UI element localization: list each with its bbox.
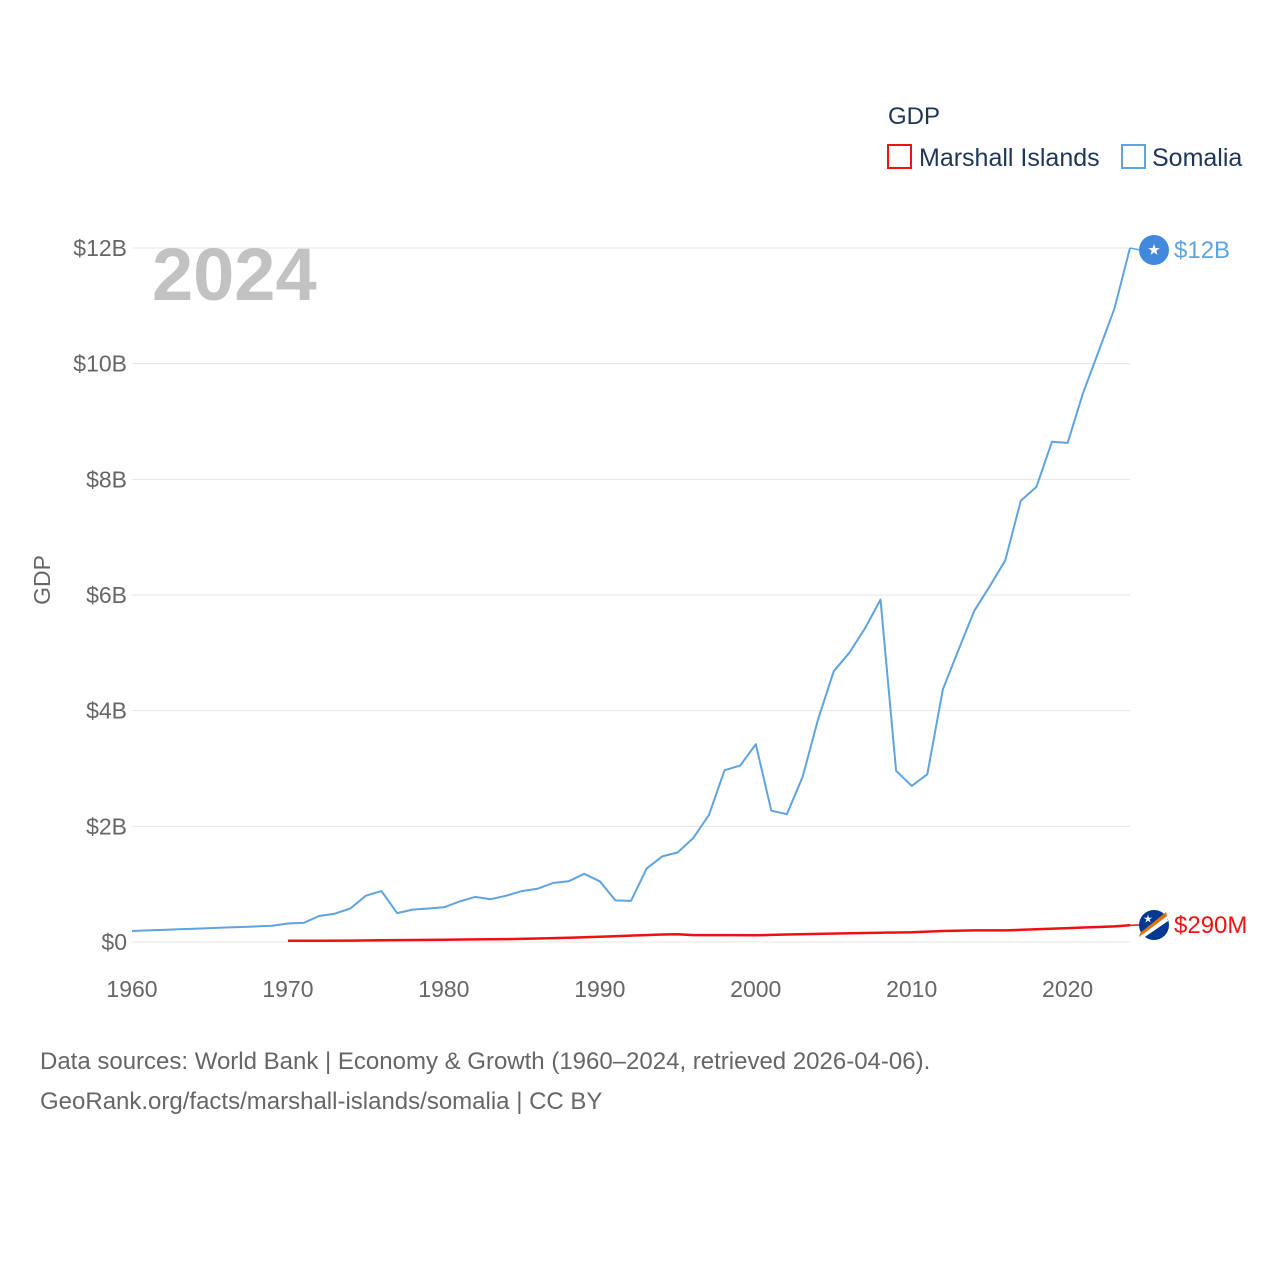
y-tick-label: $8B [86, 466, 127, 492]
x-tick-label: 1970 [262, 976, 313, 1002]
series-line-somalia [131, 247, 1131, 932]
year-label: 2024 [152, 233, 317, 316]
legend-title: GDP [888, 103, 940, 130]
legend-label-somalia: Somalia [1152, 144, 1242, 172]
legend-item-somalia[interactable]: Somalia [1121, 144, 1242, 172]
end-markers: $290M $12B [1129, 235, 1247, 940]
legend-swatch-somalia [1121, 144, 1146, 169]
source-line-2: GeoRank.org/facts/marshall-islands/somal… [40, 1088, 603, 1115]
somalia-flag-icon [1139, 235, 1169, 265]
source-note: Data sources: World Bank | Economy & Gro… [40, 1042, 1240, 1122]
legend: GDP Marshall Islands Somalia [887, 103, 1242, 172]
x-tick-label: 1990 [574, 976, 625, 1002]
legend-label-marshall-islands: Marshall Islands [919, 144, 1100, 172]
x-tick-label: 1960 [106, 976, 157, 1002]
end-value-label-marshall-islands: $290M [1174, 912, 1247, 939]
y-tick-label: $2B [86, 813, 127, 839]
x-tick-label: 2010 [886, 976, 937, 1002]
y-tick-label: $12B [73, 235, 127, 261]
legend-swatch-marshall-islands [887, 144, 912, 169]
x-tick-label: 2020 [1042, 976, 1093, 1002]
x-tick-label: 1980 [418, 976, 469, 1002]
series-layer [131, 247, 1131, 943]
source-line-1: Data sources: World Bank | Economy & Gro… [40, 1048, 931, 1075]
marshall-islands-flag-icon [1139, 910, 1169, 940]
y-tick-label: $6B [86, 582, 127, 608]
series-line-marshall-islands [287, 923, 1131, 943]
legend-item-marshall-islands[interactable]: Marshall Islands [887, 144, 1100, 172]
y-tick-label: $0 [101, 929, 127, 955]
y-tick-label: $4B [86, 698, 127, 724]
end-value-label-somalia: $12B [1174, 237, 1230, 264]
x-tick-label: 2000 [730, 976, 781, 1002]
x-axis-ticks: 1960 1970 1980 1990 2000 2010 2020 [106, 976, 1093, 1002]
y-axis-title: GDP [29, 555, 55, 605]
end-connector-somalia [1129, 247, 1141, 251]
gdp-line-chart: $0 $2B $4B $6B $8B $10B $12B 1960 1970 1980 1990 2… [29, 103, 1247, 1002]
gridlines [132, 247, 1130, 943]
y-axis-ticks: $0 $2B $4B $6B $8B $10B $12B [73, 235, 127, 955]
y-tick-label: $10B [73, 351, 127, 377]
